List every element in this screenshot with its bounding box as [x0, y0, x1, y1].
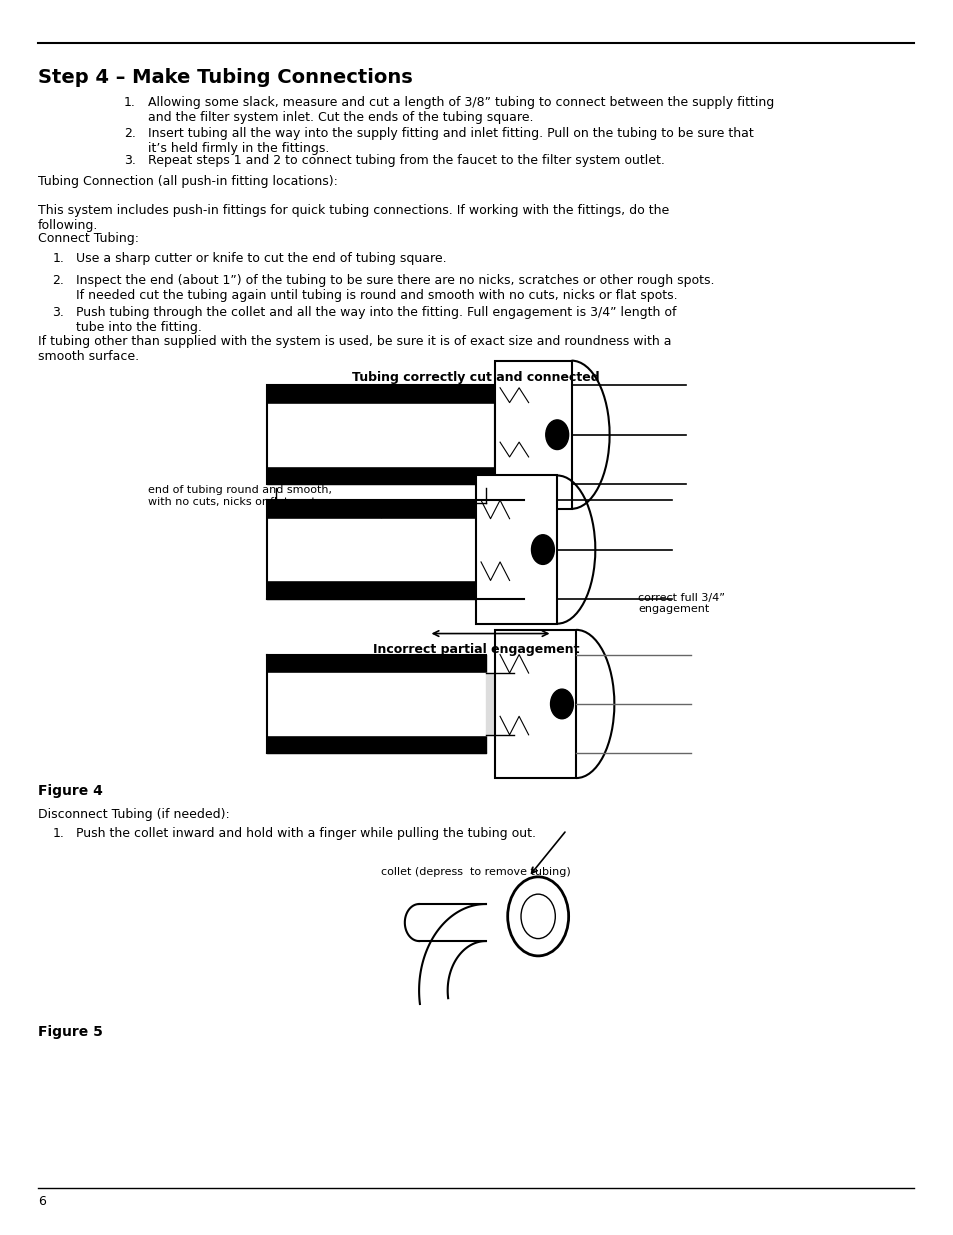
Text: correct full 3/4”
engagement: correct full 3/4” engagement [638, 593, 724, 614]
Text: This system includes push‑in fittings for quick tubing connections. If working w: This system includes push‑in fittings fo… [38, 204, 669, 232]
Text: end of tubing round and smooth,
with no cuts, nicks or flat spots: end of tubing round and smooth, with no … [148, 485, 332, 506]
Text: 1.: 1. [124, 96, 135, 110]
Text: Disconnect Tubing (if needed):: Disconnect Tubing (if needed): [38, 808, 230, 821]
Text: 2.: 2. [52, 274, 64, 288]
Text: 2.: 2. [124, 127, 135, 141]
Text: Tubing correctly cut and connected: Tubing correctly cut and connected [352, 370, 599, 384]
Bar [267, 385, 495, 484]
Text: collet (depress  to remove tubing): collet (depress to remove tubing) [381, 867, 571, 877]
Text: 3.: 3. [52, 306, 64, 320]
Text: Figure 4: Figure 4 [38, 784, 103, 798]
Text: Tubing Connection (all push‑in fitting locations):: Tubing Connection (all push‑in fitting l… [38, 175, 337, 189]
Text: Connect Tubing:: Connect Tubing: [38, 232, 139, 246]
Circle shape [545, 420, 568, 450]
Text: 3.: 3. [124, 154, 135, 168]
Text: Figure 5: Figure 5 [38, 1025, 103, 1039]
Text: Insert tubing all the way into the supply fitting and inlet fitting. Pull on the: Insert tubing all the way into the suppl… [148, 127, 753, 156]
Circle shape [531, 535, 554, 564]
Text: Push the collet inward and hold with a finger while pulling the tubing out.: Push the collet inward and hold with a f… [76, 827, 536, 841]
Text: Allowing some slack, measure and cut a length of 3/8” tubing to connect between : Allowing some slack, measure and cut a l… [148, 96, 773, 125]
Text: Incorrect partial engagement: Incorrect partial engagement [373, 643, 578, 657]
Bar [495, 630, 576, 778]
Text: Step 4 – Make Tubing Connections: Step 4 – Make Tubing Connections [38, 68, 413, 86]
Bar [495, 361, 571, 509]
Text: 6: 6 [38, 1194, 46, 1208]
Bar [476, 475, 557, 624]
Text: Push tubing through the collet and all the way into the fitting. Full engagement: Push tubing through the collet and all t… [76, 306, 676, 335]
Text: 1.: 1. [52, 827, 64, 841]
Text: 1.: 1. [52, 252, 64, 266]
Text: Use a sharp cutter or knife to cut the end of tubing square.: Use a sharp cutter or knife to cut the e… [76, 252, 446, 266]
Circle shape [550, 689, 573, 719]
Text: If tubing other than supplied with the system is used, be sure it is of exact si: If tubing other than supplied with the s… [38, 335, 671, 363]
Text: Repeat steps 1 and 2 to connect tubing from the faucet to the filter system outl: Repeat steps 1 and 2 to connect tubing f… [148, 154, 664, 168]
Text: Inspect the end (about 1”) of the tubing to be sure there are no nicks, scratche: Inspect the end (about 1”) of the tubing… [76, 274, 714, 303]
